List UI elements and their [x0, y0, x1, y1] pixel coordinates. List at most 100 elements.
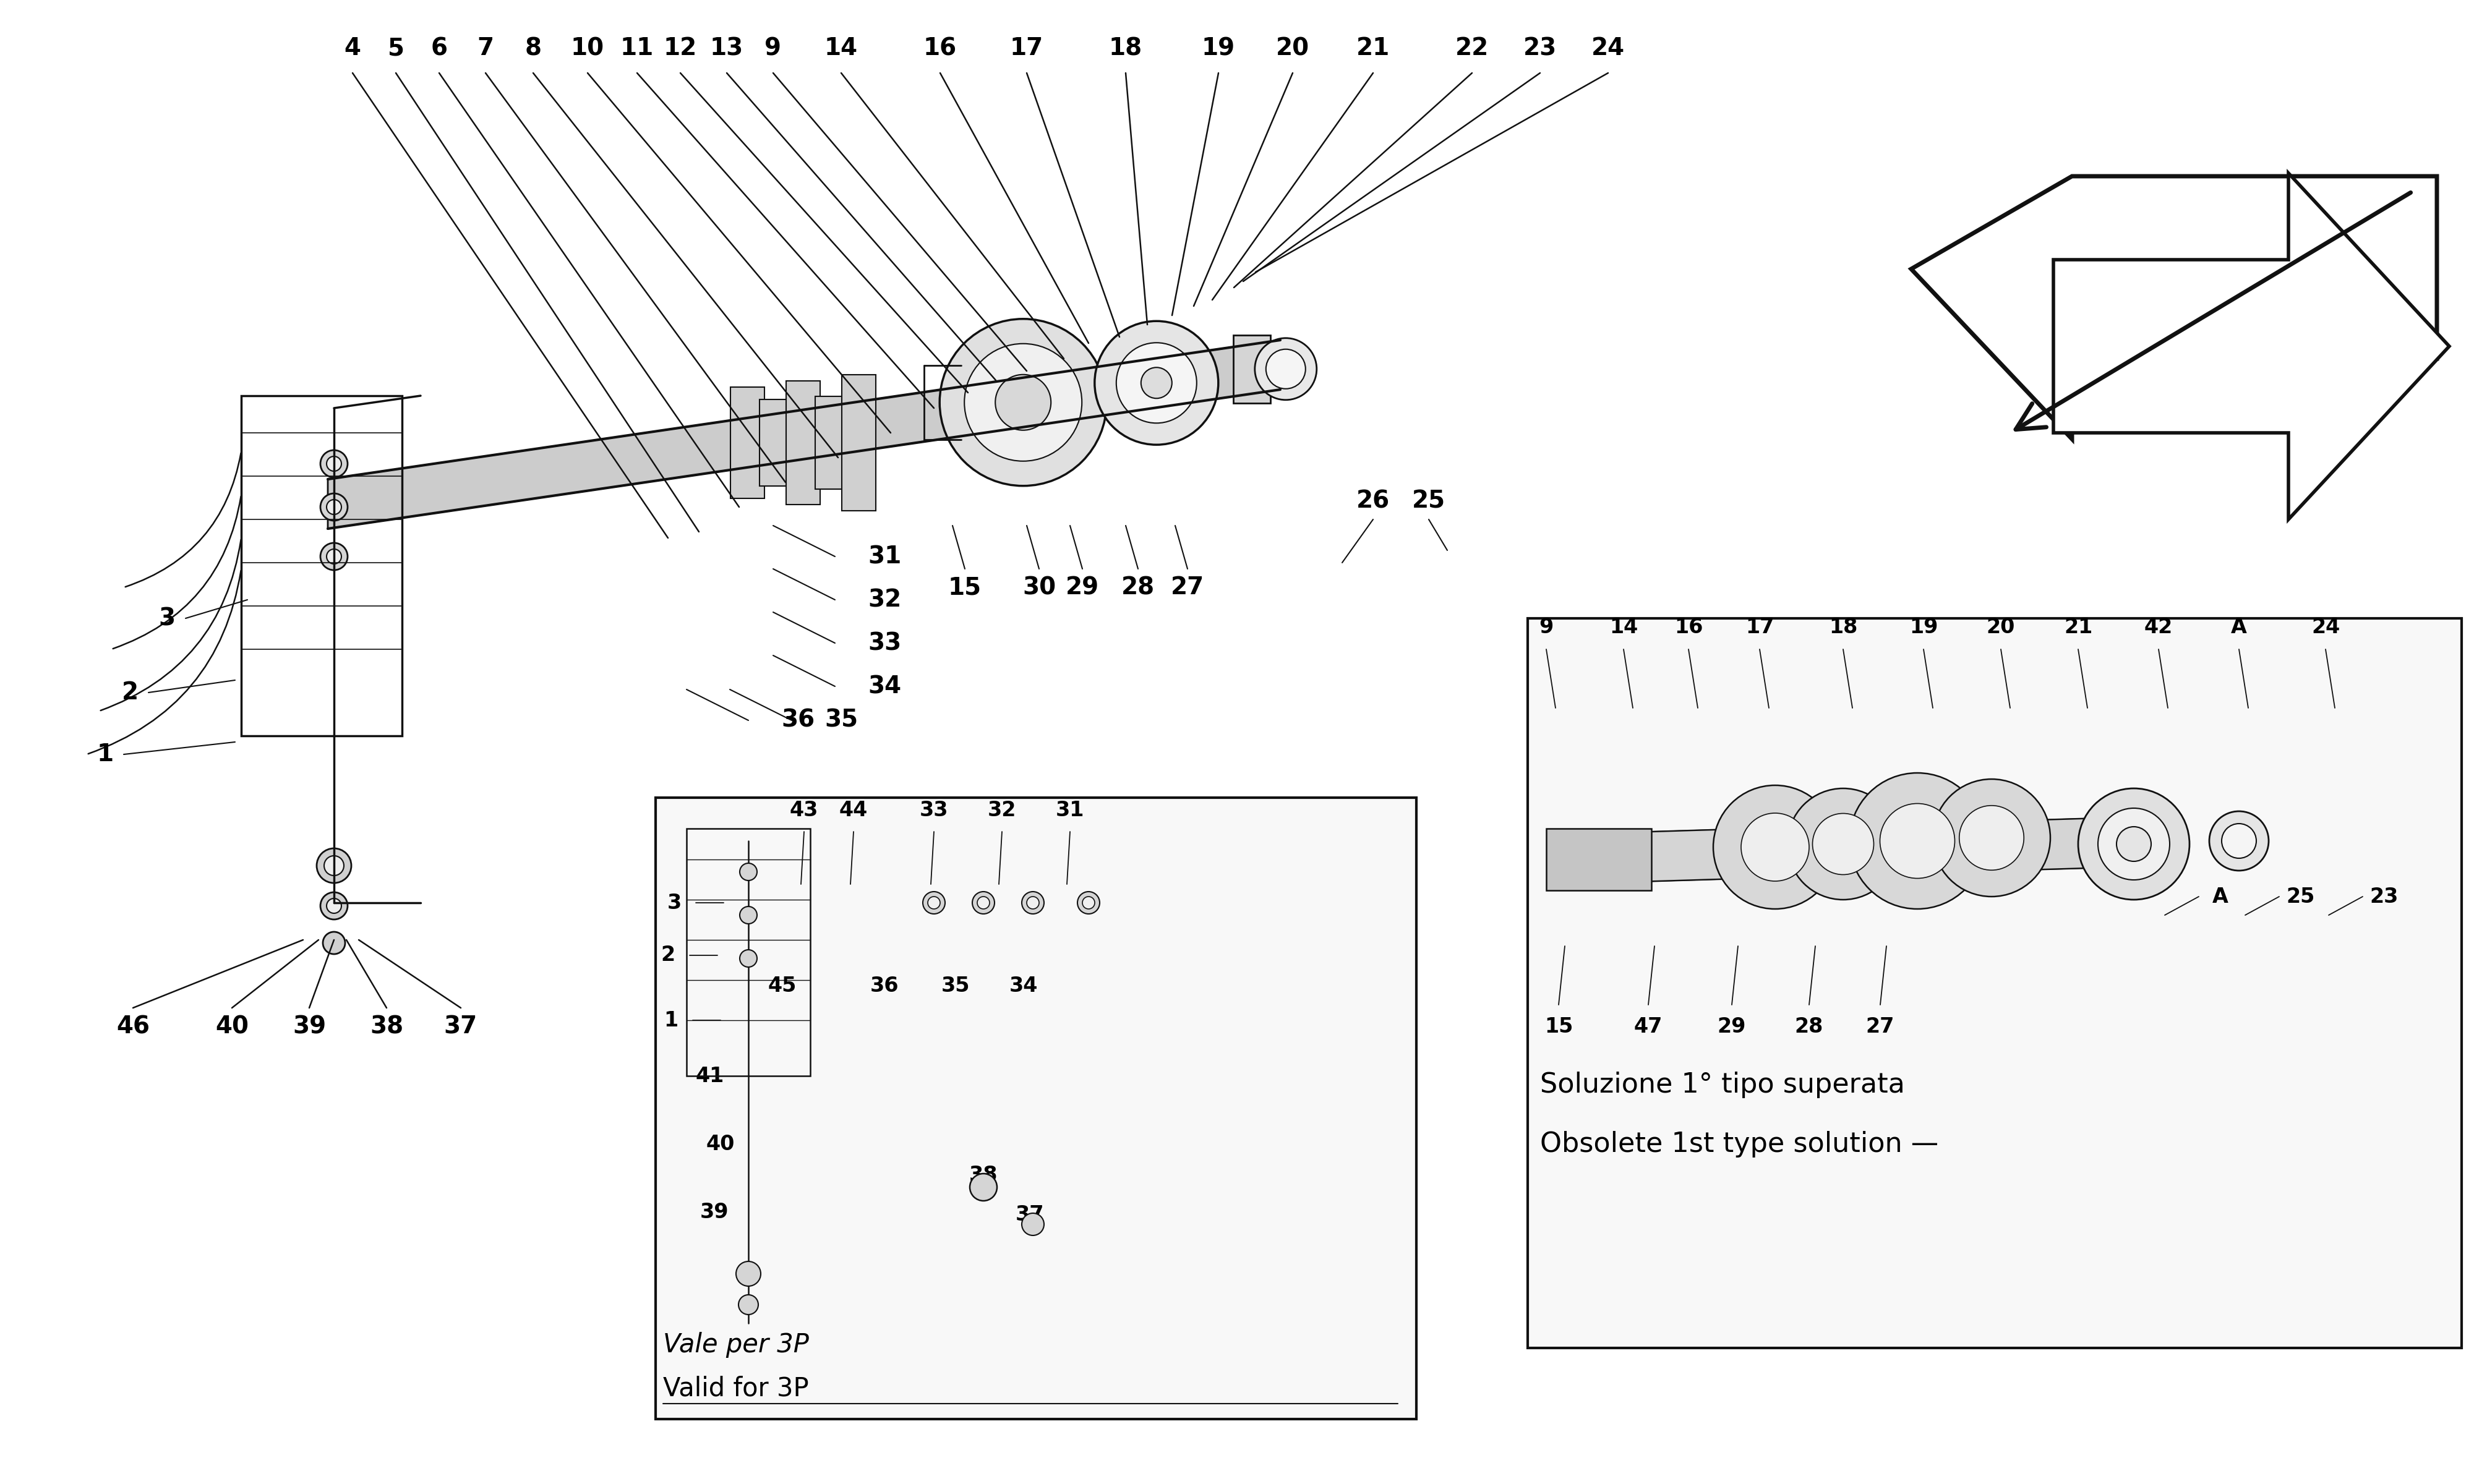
Polygon shape: [2053, 174, 2449, 519]
Circle shape: [327, 898, 341, 913]
Text: 3: 3: [668, 892, 680, 913]
Circle shape: [327, 457, 341, 472]
Text: 31: 31: [1056, 800, 1084, 821]
Circle shape: [970, 1174, 997, 1201]
Circle shape: [995, 374, 1051, 430]
Text: 2: 2: [121, 681, 139, 705]
Circle shape: [1022, 1214, 1044, 1235]
Text: 10: 10: [571, 37, 604, 59]
Text: 16: 16: [1675, 617, 1702, 638]
Text: 17: 17: [1744, 617, 1774, 638]
Circle shape: [322, 493, 346, 521]
Text: Soluzione 1° tipo superata: Soluzione 1° tipo superata: [1539, 1071, 1905, 1098]
Circle shape: [1116, 343, 1197, 423]
Circle shape: [1786, 788, 1900, 899]
Circle shape: [327, 549, 341, 564]
Text: 20: 20: [1987, 617, 2016, 638]
Text: 4: 4: [344, 37, 361, 59]
Text: 21: 21: [1356, 37, 1390, 59]
Circle shape: [1094, 321, 1217, 445]
Circle shape: [2222, 824, 2256, 858]
Circle shape: [1254, 338, 1316, 399]
Text: 32: 32: [987, 800, 1017, 821]
Text: 44: 44: [839, 800, 868, 821]
Bar: [730, 387, 764, 499]
Text: 1: 1: [663, 1011, 678, 1030]
Circle shape: [1141, 368, 1173, 398]
Circle shape: [322, 543, 346, 570]
Circle shape: [928, 896, 940, 908]
Text: 15: 15: [948, 576, 982, 600]
Circle shape: [1742, 813, 1808, 881]
Text: 35: 35: [824, 708, 858, 732]
Text: 3: 3: [158, 607, 176, 631]
Text: 31: 31: [868, 545, 901, 568]
Circle shape: [2098, 809, 2170, 880]
Circle shape: [972, 892, 995, 914]
Text: 47: 47: [1633, 1017, 1663, 1037]
Text: 24: 24: [1591, 37, 1625, 59]
Circle shape: [1959, 806, 2024, 870]
Text: 41: 41: [695, 1066, 725, 1086]
Text: Obsolete 1st type solution —: Obsolete 1st type solution —: [1539, 1131, 1940, 1158]
Text: 40: 40: [215, 1015, 247, 1039]
Circle shape: [923, 892, 945, 914]
Text: 38: 38: [369, 1015, 403, 1039]
Bar: [688, 828, 811, 1076]
Text: 35: 35: [940, 976, 970, 996]
Text: 28: 28: [1121, 576, 1155, 600]
Text: 45: 45: [767, 976, 797, 996]
Text: 22: 22: [1455, 37, 1489, 59]
Text: 33: 33: [868, 631, 901, 654]
Polygon shape: [327, 340, 1282, 528]
Text: 32: 32: [868, 588, 901, 611]
Bar: [656, 798, 1415, 1419]
Circle shape: [322, 932, 346, 954]
Text: 38: 38: [970, 1165, 997, 1186]
Text: 9: 9: [1539, 617, 1554, 638]
Text: 46: 46: [116, 1015, 148, 1039]
Text: 34: 34: [868, 675, 901, 697]
Text: 28: 28: [1794, 1017, 1823, 1037]
Circle shape: [737, 1261, 762, 1287]
Circle shape: [1267, 349, 1306, 389]
Text: 23: 23: [2370, 886, 2400, 907]
Circle shape: [1813, 813, 1873, 874]
Text: 39: 39: [700, 1202, 730, 1223]
Text: 27: 27: [1865, 1017, 1895, 1037]
Text: 40: 40: [705, 1134, 735, 1155]
Text: 37: 37: [1014, 1205, 1044, 1226]
Text: 9: 9: [764, 37, 782, 59]
Circle shape: [1851, 773, 1984, 908]
Text: 17: 17: [1009, 37, 1044, 59]
Text: Vale per 3P: Vale per 3P: [663, 1333, 809, 1358]
Text: 14: 14: [824, 37, 858, 59]
Circle shape: [977, 896, 990, 908]
Text: 25: 25: [2286, 886, 2316, 907]
Text: 26: 26: [1356, 490, 1390, 512]
Text: 12: 12: [663, 37, 698, 59]
Circle shape: [322, 450, 346, 478]
Text: 11: 11: [621, 37, 653, 59]
Circle shape: [1022, 892, 1044, 914]
Text: 36: 36: [871, 976, 898, 996]
Text: 37: 37: [443, 1015, 477, 1039]
Text: 30: 30: [1022, 576, 1056, 600]
Bar: [1529, 619, 2462, 1347]
Text: 36: 36: [782, 708, 814, 732]
Text: A: A: [2212, 886, 2229, 907]
Circle shape: [1880, 803, 1954, 879]
Text: 19: 19: [1202, 37, 1235, 59]
Circle shape: [2209, 812, 2269, 871]
Text: 15: 15: [1544, 1017, 1573, 1037]
Bar: [841, 374, 876, 510]
Text: 29: 29: [1066, 576, 1098, 600]
Circle shape: [1079, 892, 1098, 914]
Circle shape: [740, 950, 757, 968]
Text: 2: 2: [661, 945, 675, 966]
Bar: [242, 396, 401, 736]
Text: 33: 33: [920, 800, 948, 821]
Text: 24: 24: [2311, 617, 2340, 638]
Circle shape: [1084, 896, 1094, 908]
Bar: [814, 396, 846, 490]
